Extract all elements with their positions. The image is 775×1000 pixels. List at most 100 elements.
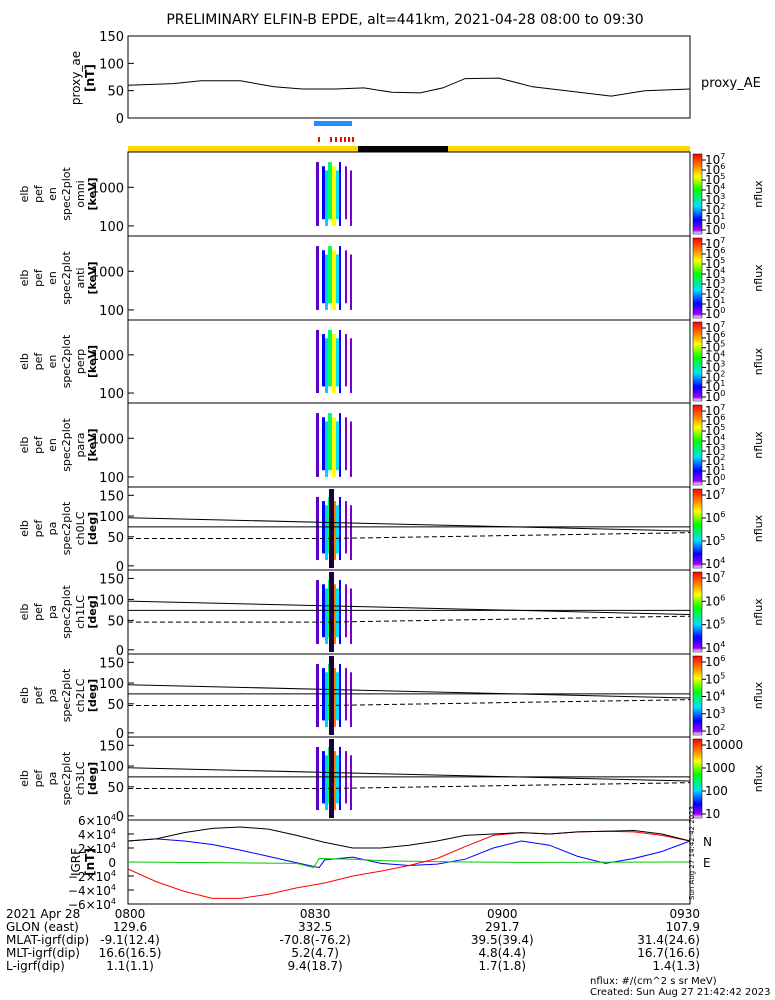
igrf-ytick-label: 2×104 (78, 841, 116, 856)
ytick-label: 100 (99, 593, 124, 608)
igrf-series-label: E (703, 856, 711, 870)
panel-ylabel: pa (46, 522, 59, 536)
colorbar-tick-label: 106 (705, 593, 725, 608)
ae-ylabel: proxy_ae (69, 51, 83, 105)
ae-ytick-label: 100 (99, 57, 124, 72)
colorbar-tick-label: 105 (705, 617, 725, 632)
panel-ylabel: omni (74, 180, 87, 207)
table-cell: 4.8(4.4) (478, 946, 527, 960)
table-cell: 332.5 (297, 920, 333, 934)
colorbar-tick-label: 105 (705, 533, 725, 548)
spectrogram-cell (336, 254, 339, 304)
colorbar (692, 153, 703, 235)
spectrogram-cell (336, 338, 339, 387)
spectrogram-cell (325, 338, 328, 394)
colorbar-tick-label: 104 (705, 640, 725, 655)
panel-ylabel: [keV] (86, 177, 99, 210)
panel-ylabel: ch2LC (74, 678, 87, 712)
panel-ylabel: spec2plot (60, 585, 73, 639)
colorbar (692, 655, 703, 736)
data-marker (330, 137, 332, 142)
spectrogram-cell (336, 588, 339, 638)
spectrogram-cell (350, 421, 352, 477)
colorbar-tick-label: 1000 (705, 761, 736, 775)
ytick-label: 0 (116, 810, 124, 825)
colorbar-tick-label: 106 (705, 654, 725, 669)
eclipse-bar (358, 146, 448, 152)
spectrogram-cell (336, 672, 339, 721)
colorbar (692, 237, 703, 319)
spectrogram-cell (350, 755, 352, 811)
spectrogram-cell (322, 417, 325, 471)
colorbar-tick-label: 104 (705, 689, 725, 704)
panel-ylabel: [deg] (86, 595, 99, 628)
igrf-ylabel: IGRF (69, 848, 83, 876)
spectrogram-cell (350, 170, 352, 226)
igrf-ytick-label: −2×104 (68, 869, 116, 884)
colorbar (692, 571, 703, 653)
panel-ylabel: [keV] (86, 345, 99, 378)
panel-ylabel: en (46, 355, 59, 369)
panel-ylabel: perp (74, 349, 87, 374)
panel-frame (127, 235, 691, 321)
ytick-label: 50 (107, 531, 124, 546)
panel-ylabel: elb (18, 186, 31, 203)
spectrogram-cell (336, 170, 339, 220)
panel-frame (127, 402, 691, 488)
panel-frame (127, 569, 691, 655)
spectrogram-cell (316, 746, 319, 811)
colorbar (692, 404, 703, 486)
ytick-label: 0 (116, 727, 124, 742)
spectrogram-cell (350, 672, 352, 728)
panel-ylabel: pef (32, 769, 45, 788)
table-cell: 0900 (487, 907, 518, 921)
panel-ylabel: ch0LC (74, 511, 87, 545)
panel-ylabel: elb (18, 520, 31, 537)
igrf-ytick-label: 0 (108, 856, 116, 870)
spectrogram-cell (339, 496, 341, 561)
panel-ylabel: elb (18, 270, 31, 287)
footer-units: nflux: #/(cm^2 s sr MeV) (590, 976, 717, 987)
spectrogram-panel: 150 100 50 0 elb pef pa spec2plot ch3LC [deg] 1000… (18, 736, 765, 825)
spectrogram-cell (339, 746, 341, 811)
spectrogram-cell (316, 246, 319, 310)
table-row-label: GLON (east) (6, 920, 79, 934)
spectrogram-panel: 150 100 50 0 elb pef pa spec2plot ch1LC [deg] 107 1… (18, 569, 765, 659)
spectrogram-cell (350, 588, 352, 644)
panel-ylabel: pef (32, 435, 45, 454)
spectrogram-cell (316, 329, 319, 394)
panel-ylabel: para (74, 433, 87, 458)
igrf-series-line (127, 857, 691, 869)
panel-ylabel: spec2plot (60, 751, 73, 805)
colorbar-label: nflux (752, 431, 765, 459)
anti-loss-cone-line (128, 532, 691, 539)
ae-series-label: proxy_AE (701, 76, 761, 91)
spectrogram-cell (332, 166, 336, 226)
spectrogram-panel: 150 100 50 0 elb pef pa spec2plot ch0LC [deg] 107 1… (18, 486, 765, 575)
spectrogram-cell (328, 329, 332, 387)
panel-ylabel: pef (32, 184, 45, 203)
colorbar-tick-label: 100 (705, 389, 725, 404)
spectrogram-cell (325, 672, 328, 728)
colorbar-tick-label: 103 (705, 706, 725, 721)
ytick-label: 100 (99, 677, 124, 692)
igrf-ytick-label: 6×104 (78, 813, 116, 828)
data-marker (352, 137, 354, 142)
colorbar-tick-label: 107 (705, 570, 725, 585)
loss-cone-line (127, 767, 691, 782)
colorbar-tick-label: 100 (705, 306, 725, 321)
panel-ylabel: en (46, 438, 59, 452)
ytick-label: 150 (99, 489, 124, 504)
spectrogram-panel: 150 100 50 0 elb pef pa spec2plot ch2LC [deg] 106 1… (18, 653, 765, 742)
ytick-label: 100 (99, 387, 124, 402)
colorbar-tick-label: 100 (705, 473, 725, 488)
colorbar (692, 488, 703, 569)
ae-ytick-label: 150 (99, 30, 124, 45)
ytick-label: 150 (99, 739, 124, 754)
colorbar-tick-label: 10000 (705, 738, 743, 752)
spectrogram-cell (325, 421, 328, 477)
